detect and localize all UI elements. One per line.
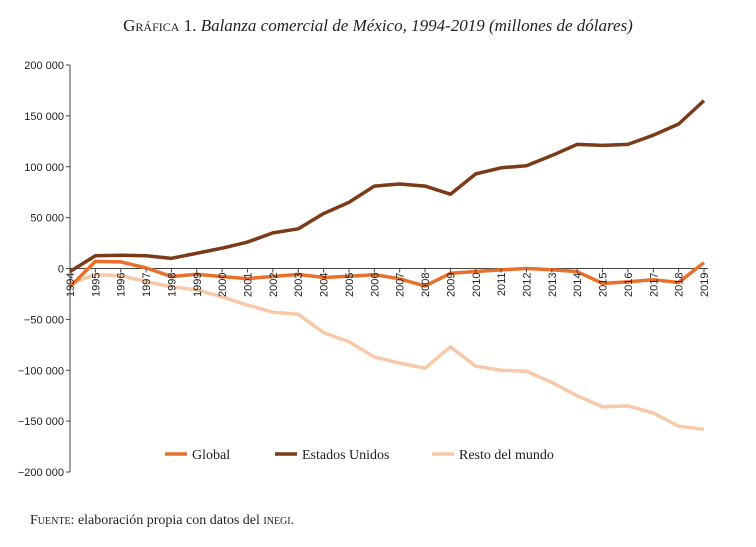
- x-tick-label: 2016: [623, 273, 635, 297]
- footer-prefix: Fuente:: [30, 513, 75, 528]
- y-tick-label: 50 000: [30, 213, 64, 225]
- x-tick-label: 2008: [420, 273, 432, 297]
- x-tick-label: 2018: [674, 273, 686, 297]
- x-tick-label: 2013: [547, 273, 559, 297]
- x-tick-label: 1997: [141, 273, 153, 297]
- x-tick-label: 2001: [243, 273, 255, 297]
- series-line-resto-del-mundo: [69, 272, 705, 432]
- x-tick-label: 2014: [572, 273, 584, 297]
- x-tick-label: 1994: [65, 273, 77, 297]
- x-tick-label: 1996: [116, 273, 128, 297]
- source-note: Fuente: elaboración propia con datos del…: [30, 513, 294, 529]
- x-tick-label: 1995: [90, 273, 102, 297]
- x-tick-label: 2004: [319, 273, 331, 297]
- x-tick-label: 2002: [268, 273, 280, 297]
- legend-label: Global: [192, 448, 230, 463]
- y-tick-label: −100 000: [18, 365, 64, 377]
- x-tick-label: 2007: [395, 273, 407, 297]
- chart-title: Gráfica 1. Balanza comercial de México, …: [0, 16, 756, 36]
- y-tick-label: −200 000: [18, 467, 64, 479]
- footer-text: elaboración propia con datos del: [77, 513, 260, 528]
- x-tick-label: 2015: [598, 273, 610, 297]
- x-tick-label: 2011: [496, 273, 508, 297]
- y-tick-label: 200 000: [24, 60, 64, 72]
- x-tick-label: 2012: [521, 273, 533, 297]
- x-tick-label: 2006: [369, 273, 381, 297]
- series-line-global: [68, 259, 706, 289]
- y-tick-label: 150 000: [24, 111, 64, 123]
- footer-source: inegi.: [263, 513, 295, 528]
- x-tick-label: 2009: [445, 273, 457, 297]
- x-tick-label: 2017: [648, 273, 660, 297]
- title-text: Balanza comercial de México, 1994-2019 (…: [200, 16, 633, 35]
- x-tick-label: 1999: [192, 273, 204, 297]
- y-tick-label: 100 000: [24, 162, 64, 174]
- title-prefix: Gráfica 1.: [123, 16, 197, 35]
- x-tick-label: 2010: [471, 273, 483, 297]
- x-tick-label: 2003: [293, 273, 305, 297]
- legend-label: Estados Unidos: [302, 448, 390, 463]
- x-tick-label: 2005: [344, 273, 356, 297]
- x-tick-label: 2000: [217, 273, 229, 297]
- y-tick-label: −50 000: [24, 314, 64, 326]
- y-tick-label: 0: [58, 264, 64, 276]
- x-tick-label: 2019: [699, 273, 711, 297]
- x-tick-label: 1998: [166, 273, 178, 297]
- legend-label: Resto del mundo: [459, 448, 554, 463]
- y-tick-label: −150 000: [18, 416, 64, 428]
- series-line-estados-unidos: [69, 99, 706, 274]
